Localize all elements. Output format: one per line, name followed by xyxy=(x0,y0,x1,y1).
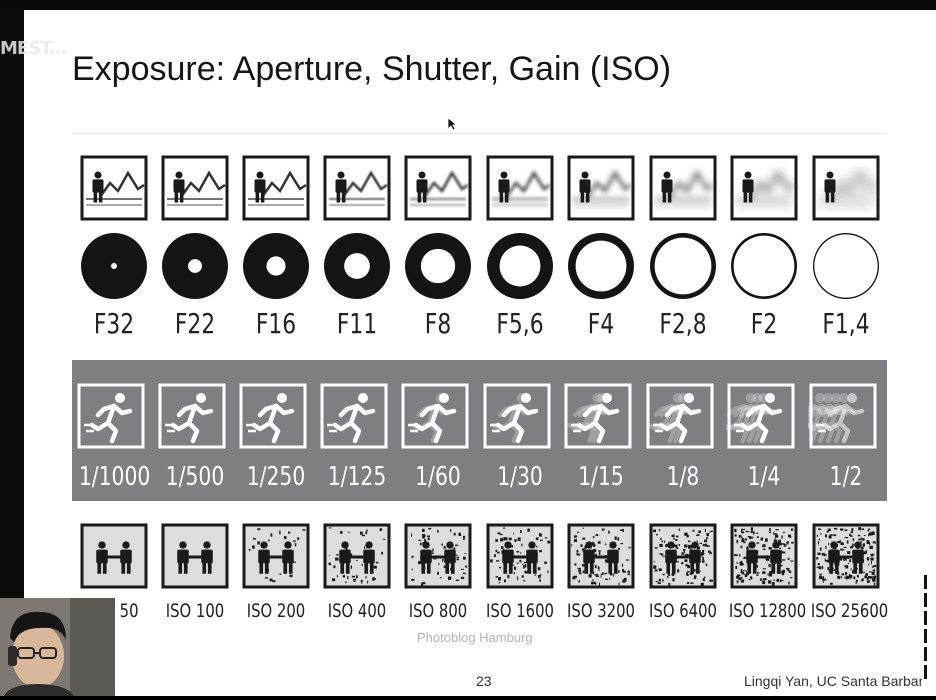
page-number: 23 xyxy=(476,673,492,689)
iso-noise-scene-icon xyxy=(323,523,391,589)
iso-label: ISO 400 xyxy=(327,600,387,622)
landscape-scene-icon xyxy=(242,155,310,221)
iso-label: ISO 6400 xyxy=(649,600,717,622)
running-figure-icon xyxy=(239,383,307,449)
iso-noise-scene-icon xyxy=(730,523,798,589)
running-figure-icon xyxy=(808,383,877,449)
f-stop-label: F4 xyxy=(587,307,615,340)
aperture-icon xyxy=(487,233,553,299)
shutter-speed-label: 1/4 xyxy=(747,462,781,492)
landscape-scene-icon xyxy=(161,155,229,221)
iso-noise-scene-icon xyxy=(80,523,148,589)
iso-noise-scene-icon xyxy=(242,523,310,589)
aperture-icon xyxy=(81,233,147,299)
aperture-icon xyxy=(243,233,309,299)
running-figure-icon xyxy=(77,383,145,449)
lecture-slide: Exposure: Aperture, Shutter, Gain (ISO) … xyxy=(24,10,936,696)
aperture-icon xyxy=(324,233,390,299)
slide-title: Exposure: Aperture, Shutter, Gain (ISO) xyxy=(72,50,672,88)
shutter-speed-label: 1/60 xyxy=(415,462,461,492)
f-stop-label: F16 xyxy=(255,307,297,340)
slide-author: Lingqi Yan, UC Santa Barbar xyxy=(744,673,924,689)
iso-label: ISO 100 xyxy=(165,600,225,622)
f-stop-label: F1,4 xyxy=(822,307,870,340)
running-figure-icon xyxy=(320,383,388,449)
f-stop-label: F2 xyxy=(750,307,778,340)
shutter-speed-label: 1/30 xyxy=(497,462,543,492)
landscape-scene-icon xyxy=(80,155,148,221)
aperture-icon xyxy=(162,233,228,299)
title-divider xyxy=(72,133,887,134)
right-edge-marks xyxy=(922,575,936,696)
f-stop-label: F8 xyxy=(424,307,452,340)
landscape-scene-icon xyxy=(812,155,880,221)
iso-label: ISO 1600 xyxy=(486,600,554,622)
aperture-icon xyxy=(650,233,716,299)
watermark-overlay: MEST... xyxy=(0,38,67,59)
running-figure-icon xyxy=(646,383,714,449)
running-figure-icon xyxy=(483,383,551,449)
f-stop-label: F5,6 xyxy=(496,307,544,340)
left-video-strip xyxy=(0,10,24,696)
landscape-scene-icon xyxy=(486,155,554,221)
shutter-speed-label: 1/500 xyxy=(165,462,225,492)
f-stop-label: F2,8 xyxy=(659,307,707,340)
landscape-scene-icon xyxy=(404,155,472,221)
presenter-avatar xyxy=(0,598,115,696)
image-credit: Photoblog Hamburg xyxy=(417,630,533,645)
running-figure-icon xyxy=(401,383,469,449)
aperture-icon xyxy=(731,233,797,299)
aperture-icon xyxy=(568,233,634,299)
shutter-speed-label: 1/250 xyxy=(246,462,306,492)
landscape-scene-icon xyxy=(323,155,391,221)
mouse-cursor-icon xyxy=(447,117,457,131)
landscape-scene-icon xyxy=(649,155,717,221)
edge-tick-marks xyxy=(924,575,927,679)
running-figure-icon xyxy=(564,383,632,449)
landscape-scene-icon xyxy=(567,155,635,221)
shutter-speed-label: 1/125 xyxy=(327,462,387,492)
running-figure-icon xyxy=(158,383,226,449)
landscape-scene-icon xyxy=(730,155,798,221)
window-top-bar xyxy=(0,0,936,10)
iso-noise-scene-icon xyxy=(161,523,229,589)
iso-noise-scene-icon xyxy=(812,523,880,589)
iso-noise-scene-icon xyxy=(567,523,635,589)
shutter-speed-label: 1/2 xyxy=(829,462,863,492)
iso-label: ISO 3200 xyxy=(567,600,635,622)
f-stop-label: F22 xyxy=(174,307,216,340)
shutter-speed-label: 1/15 xyxy=(578,462,624,492)
iso-label: ISO 12800 xyxy=(728,600,807,622)
shutter-speed-label: 1/1000 xyxy=(78,462,151,492)
running-figure-icon xyxy=(726,383,795,449)
iso-noise-scene-icon xyxy=(486,523,554,589)
iso-noise-scene-icon xyxy=(404,523,472,589)
f-stop-label: F32 xyxy=(93,307,135,340)
aperture-icon xyxy=(405,233,471,299)
shutter-speed-label: 1/8 xyxy=(666,462,700,492)
iso-label: ISO 200 xyxy=(246,600,306,622)
aperture-icon xyxy=(813,233,879,299)
iso-label: ISO 25600 xyxy=(810,600,889,622)
iso-label: ISO 800 xyxy=(408,600,468,622)
presenter-webcam xyxy=(0,598,115,696)
f-stop-label: F11 xyxy=(336,307,378,340)
iso-noise-scene-icon xyxy=(649,523,717,589)
